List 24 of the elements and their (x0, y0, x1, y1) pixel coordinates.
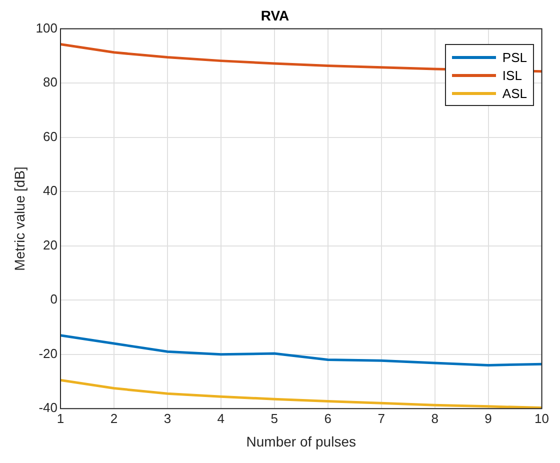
legend-label: PSL (502, 50, 527, 64)
y-tick-label: 60 (43, 128, 58, 144)
x-tick-label: 9 (484, 410, 492, 426)
x-tick-label: 5 (270, 410, 278, 426)
x-tick-label: 8 (431, 410, 438, 426)
x-tick-label: 10 (534, 410, 550, 426)
x-tick-label: 1 (56, 410, 64, 426)
chart-title: RVA (260, 7, 290, 24)
y-axis-title: Metric value [dB] (11, 166, 28, 271)
x-tick-label: 7 (378, 410, 385, 426)
y-tick-label: 20 (43, 237, 58, 252)
x-tick-label: 3 (164, 410, 172, 426)
y-tick-label: -20 (38, 346, 58, 361)
y-tick-label: 80 (43, 74, 58, 90)
x-tick-label: 6 (324, 410, 332, 426)
legend-label: ASL (502, 86, 527, 100)
legend-label: ISL (502, 68, 522, 82)
x-axis-title: Number of pulses (246, 433, 356, 450)
x-tick-label: 4 (217, 410, 225, 426)
y-tick-label: -40 (38, 400, 58, 416)
y-tick-label: 40 (43, 183, 58, 198)
x-tick-label: 2 (110, 410, 118, 426)
y-tick-label: 0 (50, 292, 58, 307)
y-tick-label: 100 (36, 20, 58, 36)
